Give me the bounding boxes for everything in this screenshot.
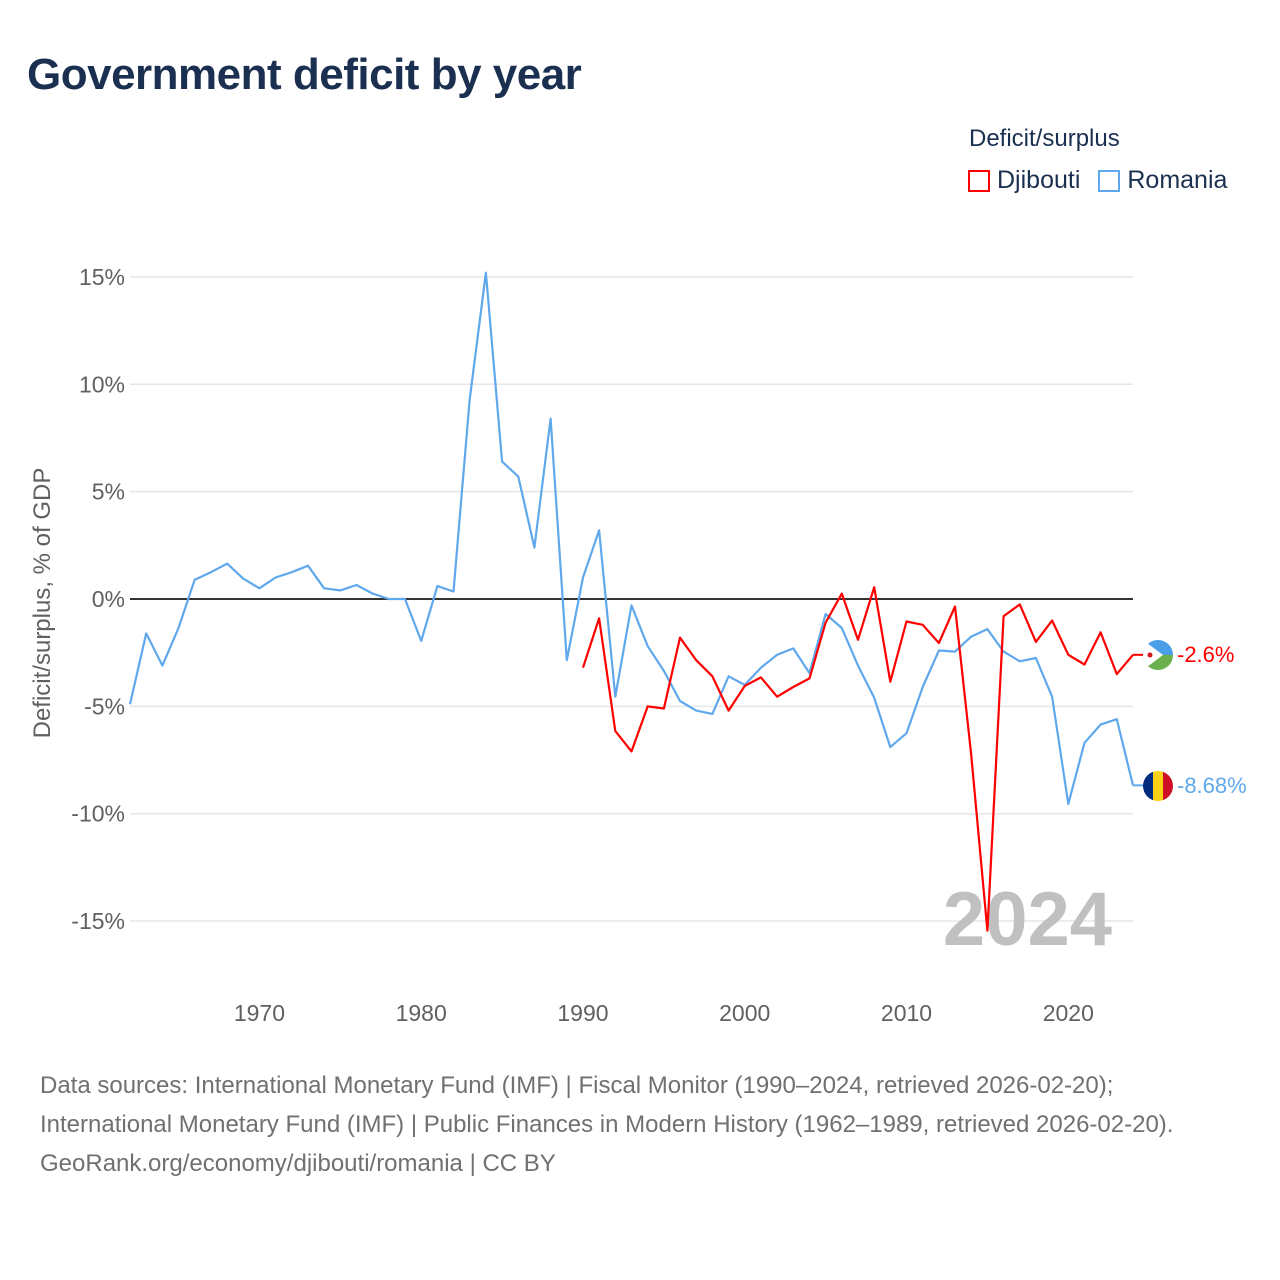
y-tick-label: 10% xyxy=(79,371,125,397)
legend-swatch-romania xyxy=(1098,169,1121,192)
x-tick-label: 1990 xyxy=(557,1000,608,1026)
y-tick-label: -10% xyxy=(71,801,125,827)
legend-swatch-djibouti xyxy=(968,169,990,192)
romania-end-label: -8.68% xyxy=(1177,773,1247,798)
x-tick-label: 2020 xyxy=(1043,1000,1094,1026)
credit-link[interactable]: GeoRank.org/economy/djibouti/romania | C… xyxy=(40,1150,556,1177)
footer: Data sources: International Monetary Fun… xyxy=(40,1066,1240,1183)
djibouti-end-label: -2.6% xyxy=(1177,642,1234,667)
y-tick-label: -5% xyxy=(84,693,125,719)
series-lines xyxy=(128,271,1145,932)
grid: 15% 10% 5% 0% -5% -10% -15% 1970 1980 1990 2000 201… xyxy=(71,264,1133,1026)
romania-flag-icon xyxy=(1143,771,1173,801)
year-watermark: 2024 xyxy=(943,877,1112,962)
legend-item-romania[interactable]: Romania xyxy=(1098,166,1227,195)
y-tick-label: 0% xyxy=(92,586,125,612)
chart-title: Government deficit by year xyxy=(27,50,582,99)
legend-item-djibouti[interactable]: Djibouti xyxy=(968,166,1080,195)
legend-title: Deficit/surplus xyxy=(969,125,1120,152)
x-tick-label: 2000 xyxy=(719,1000,770,1026)
y-tick-label: -15% xyxy=(71,908,125,934)
y-tick-label: 15% xyxy=(79,264,125,290)
end-markers: -2.6% -8.68% xyxy=(1143,640,1247,801)
legend-label-djibouti: Djibouti xyxy=(997,166,1081,194)
y-tick-label: 5% xyxy=(92,479,125,505)
legend-label-romania: Romania xyxy=(1127,166,1228,194)
x-tick-label: 1980 xyxy=(396,1000,447,1026)
legend: Djibouti Romania xyxy=(968,166,1227,195)
x-tick-label: 2010 xyxy=(881,1000,932,1026)
y-axis-label: Deficit/surplus, % of GDP xyxy=(29,468,56,739)
series-line-romania xyxy=(128,271,1135,806)
x-tick-label: 1970 xyxy=(234,1000,285,1026)
djibouti-flag-icon xyxy=(1143,640,1173,670)
series-line-djibouti xyxy=(581,586,1134,932)
data-sources: Data sources: International Monetary Fun… xyxy=(40,1072,1174,1138)
